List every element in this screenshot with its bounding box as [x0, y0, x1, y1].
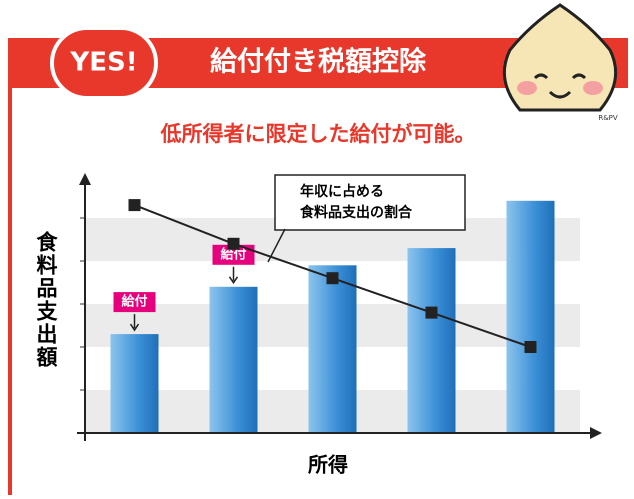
bar [309, 265, 357, 433]
bar [507, 201, 555, 433]
bar-tag-text: 給付 [121, 294, 147, 310]
chart-title: 低所得者に限定した給付が可能。 [160, 122, 476, 146]
line-point [525, 341, 537, 353]
mascot [504, 5, 615, 110]
x-arrow [590, 427, 602, 439]
line-point [426, 307, 438, 319]
bar [408, 248, 456, 433]
side-rule [8, 88, 12, 495]
x-axis-label: 所得 [308, 453, 348, 477]
page: YES! 給付付き税額控除 R&PV 低所得者に限定した給付が可能。 食料品支出… [0, 0, 634, 495]
header-title: 給付付き税額控除 [210, 46, 427, 78]
credit: R&PV [598, 114, 618, 122]
line-point [129, 199, 141, 211]
bar [111, 334, 159, 433]
bar [210, 287, 258, 433]
tag-arrow [230, 267, 238, 283]
annotation-text: 年収に占める [300, 183, 384, 200]
y-arrow [79, 173, 91, 185]
y-axis-label: 食料品支出額 [34, 230, 59, 369]
annotation-text: 食料品支出の割合 [300, 204, 413, 221]
line-point [327, 272, 339, 284]
line-point [228, 238, 240, 250]
badge-text: YES! [69, 48, 137, 78]
